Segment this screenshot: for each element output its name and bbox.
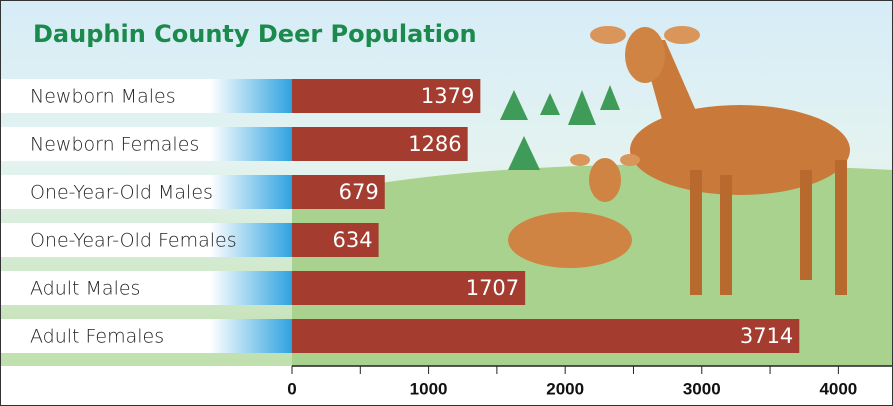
x-tick-label: 4000 bbox=[819, 379, 857, 398]
x-tick-label: 1000 bbox=[410, 379, 448, 398]
value-label: 1707 bbox=[466, 276, 519, 300]
x-tick-label: 2000 bbox=[546, 379, 584, 398]
x-tick-label: 0 bbox=[287, 379, 296, 398]
value-label: 634 bbox=[333, 228, 373, 252]
value-label: 1286 bbox=[408, 132, 461, 156]
value-label: 1379 bbox=[421, 84, 474, 108]
x-tick-label: 3000 bbox=[683, 379, 721, 398]
category-label: Newborn Males bbox=[30, 86, 176, 108]
category-label: Newborn Females bbox=[30, 134, 199, 156]
chart: Dauphin County Deer Population 0 1000 2000… bbox=[0, 0, 893, 406]
category-label: One-Year-Old Females bbox=[30, 230, 237, 252]
category-label: Adult Females bbox=[30, 326, 164, 348]
chart-title: Dauphin County Deer Population bbox=[33, 20, 477, 48]
category-label: Adult Males bbox=[30, 278, 140, 300]
value-label: 679 bbox=[339, 180, 379, 204]
category-label: One-Year-Old Males bbox=[30, 182, 213, 204]
value-label: 3714 bbox=[740, 324, 793, 348]
bar bbox=[292, 319, 799, 353]
